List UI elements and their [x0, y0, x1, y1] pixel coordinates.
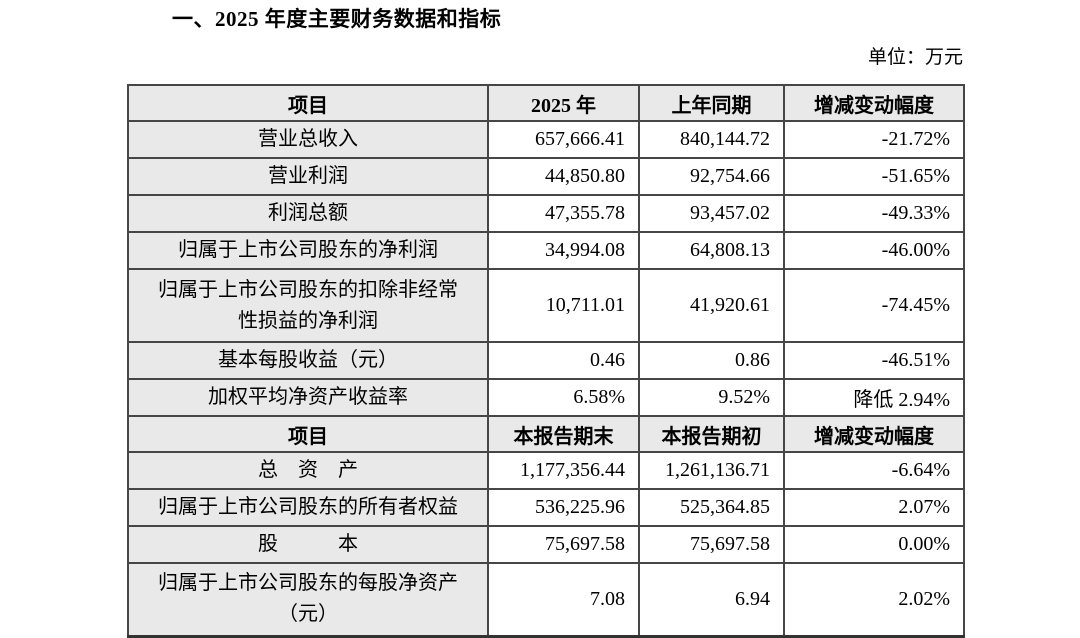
row-value-current: 536,225.96	[487, 488, 640, 527]
row-value-change: -51.65%	[783, 157, 965, 196]
row-value-prior: 1,261,136.71	[638, 451, 785, 490]
section1-header-item: 项目	[127, 84, 489, 122]
row-value-current: 1,177,356.44	[487, 451, 640, 490]
row-label: 归属于上市公司股东的所有者权益	[127, 488, 489, 527]
row-value-current: 75,697.58	[487, 525, 640, 564]
section1-header-prior: 上年同期	[638, 84, 785, 122]
row-label: 营业利润	[127, 157, 489, 196]
section1-header-current: 2025 年	[487, 84, 640, 122]
row-value-change: 2.02%	[783, 562, 965, 637]
document-page: 一、2025 年度主要财务数据和指标 单位：万元 项目 2025 年 上年同期 …	[127, 7, 965, 638]
row-value-prior: 6.94	[638, 562, 785, 637]
row-value-prior: 64,808.13	[638, 231, 785, 270]
row-value-current: 34,994.08	[487, 231, 640, 270]
row-label: 归属于上市公司股东的每股净资产 （元）	[127, 562, 489, 637]
row-value-prior: 75,697.58	[638, 525, 785, 564]
table-row-total-profit: 利润总额 47,355.78 93,457.02 -49.33%	[127, 194, 965, 233]
row-value-current: 47,355.78	[487, 194, 640, 233]
row-value-current: 10,711.01	[487, 268, 640, 343]
row-value-change: -46.51%	[783, 341, 965, 380]
row-label: 总 资 产	[127, 451, 489, 490]
table-row-net-profit: 归属于上市公司股东的净利润 34,994.08 64,808.13 -46.00…	[127, 231, 965, 270]
table-row-share-capital: 股 本 75,697.58 75,697.58 0.00%	[127, 525, 965, 564]
table-row-total-revenue: 营业总收入 657,666.41 840,144.72 -21.72%	[127, 120, 965, 159]
section1-header-row: 项目 2025 年 上年同期 增减变动幅度	[127, 84, 965, 122]
table-row-net-assets-per-share: 归属于上市公司股东的每股净资产 （元） 7.08 6.94 2.02%	[127, 562, 965, 637]
row-label: 利润总额	[127, 194, 489, 233]
row-value-change: 2.07%	[783, 488, 965, 527]
table-row-weighted-avg-roe: 加权平均净资产收益率 6.58% 9.52% 降低 2.94%	[127, 378, 965, 417]
row-value-prior: 9.52%	[638, 378, 785, 417]
row-value-change: 0.00%	[783, 525, 965, 564]
row-value-prior: 840,144.72	[638, 120, 785, 159]
row-value-change: -6.64%	[783, 451, 965, 490]
row-value-current: 44,850.80	[487, 157, 640, 196]
section2-header-change: 增减变动幅度	[783, 415, 965, 453]
row-value-change: -74.45%	[783, 268, 965, 343]
row-value-current: 6.58%	[487, 378, 640, 417]
row-label: 营业总收入	[127, 120, 489, 159]
section2-header-period-end: 本报告期末	[487, 415, 640, 453]
section2-header-row: 项目 本报告期末 本报告期初 增减变动幅度	[127, 415, 965, 453]
row-value-change: -46.00%	[783, 231, 965, 270]
row-value-prior: 525,364.85	[638, 488, 785, 527]
row-value-prior: 92,754.66	[638, 157, 785, 196]
section2-header-period-start: 本报告期初	[638, 415, 785, 453]
row-value-change: -21.72%	[783, 120, 965, 159]
row-value-current: 0.46	[487, 341, 640, 380]
row-value-current: 657,666.41	[487, 120, 640, 159]
row-label: 加权平均净资产收益率	[127, 378, 489, 417]
financial-table: 项目 2025 年 上年同期 增减变动幅度 营业总收入 657,666.41 8…	[127, 84, 965, 638]
table-row-total-assets: 总 资 产 1,177,356.44 1,261,136.71 -6.64%	[127, 451, 965, 490]
row-value-prior: 93,457.02	[638, 194, 785, 233]
row-value-prior: 41,920.61	[638, 268, 785, 343]
page-title: 一、2025 年度主要财务数据和指标	[172, 7, 502, 31]
row-value-change: 降低 2.94%	[783, 378, 965, 417]
row-label: 股 本	[127, 525, 489, 564]
row-value-current: 7.08	[487, 562, 640, 637]
table-row-basic-eps: 基本每股收益（元） 0.46 0.86 -46.51%	[127, 341, 965, 380]
table-row-net-profit-excl-nonrecurring: 归属于上市公司股东的扣除非经常 性损益的净利润 10,711.01 41,920…	[127, 268, 965, 343]
section2-header-item: 项目	[127, 415, 489, 453]
table-row-shareholders-equity: 归属于上市公司股东的所有者权益 536,225.96 525,364.85 2.…	[127, 488, 965, 527]
row-value-change: -49.33%	[783, 194, 965, 233]
row-label: 归属于上市公司股东的扣除非经常 性损益的净利润	[127, 268, 489, 343]
row-value-prior: 0.86	[638, 341, 785, 380]
row-label: 基本每股收益（元）	[127, 341, 489, 380]
row-label: 归属于上市公司股东的净利润	[127, 231, 489, 270]
unit-label: 单位：万元	[867, 47, 963, 68]
section1-header-change: 增减变动幅度	[783, 84, 965, 122]
table-row-operating-profit: 营业利润 44,850.80 92,754.66 -51.65%	[127, 157, 965, 196]
